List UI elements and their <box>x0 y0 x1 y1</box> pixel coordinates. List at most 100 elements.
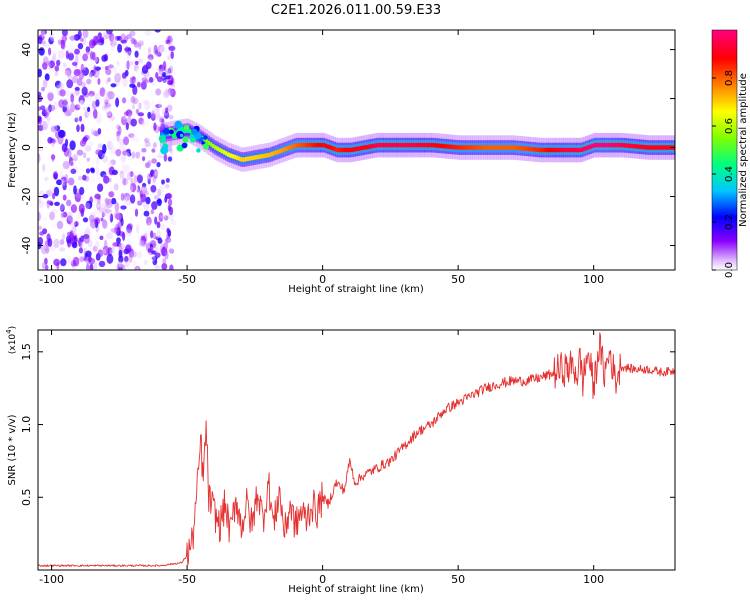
noise-cell <box>153 257 157 263</box>
noise-cell <box>125 238 133 245</box>
noise-cell <box>100 46 104 52</box>
noise-cell <box>52 50 60 56</box>
noise-cell <box>76 212 82 220</box>
ridge-cell <box>270 151 273 157</box>
ridge-cell <box>418 142 421 148</box>
ridge-cell <box>205 139 208 144</box>
x-tick-label: -100 <box>39 573 64 586</box>
noise-cell <box>154 264 161 270</box>
ridge-cell <box>483 145 486 150</box>
ridge-cell <box>285 146 289 151</box>
ridge-cell <box>474 145 477 150</box>
noise-cell <box>84 111 89 118</box>
noise-cell <box>95 56 100 64</box>
noise-cell <box>86 263 90 270</box>
noise-cell <box>94 209 99 215</box>
noise-cell <box>51 138 57 144</box>
ridge-cell <box>300 142 304 148</box>
ridge-cell <box>251 155 254 161</box>
noise-cell <box>64 67 72 77</box>
noise-cell <box>112 39 119 49</box>
noise-cell <box>142 100 150 105</box>
ridge-cell <box>303 142 306 148</box>
noise-cell <box>138 117 144 125</box>
noise-cell <box>69 35 77 41</box>
noise-cell <box>96 116 102 124</box>
noise-cell <box>92 130 99 137</box>
ridge-cell <box>628 143 631 148</box>
noise-cell <box>101 66 105 73</box>
ridge-cell <box>613 142 616 148</box>
noise-cell <box>65 87 70 98</box>
noise-cell <box>101 152 107 162</box>
noise-cell <box>127 184 134 193</box>
noise-cell <box>106 30 113 35</box>
ridge-cell <box>255 155 258 160</box>
y-tick-label: 0.5 <box>20 489 33 507</box>
noise-cell <box>147 173 152 182</box>
noise-cell <box>95 71 101 77</box>
noise-cell <box>155 72 159 79</box>
noise-cell <box>121 97 127 104</box>
noise-cell <box>99 112 103 122</box>
noise-cell <box>164 240 169 249</box>
noise-cell <box>78 71 85 80</box>
noise-cell <box>110 40 117 47</box>
noise-cell <box>63 98 68 108</box>
noise-cell <box>158 212 164 223</box>
noise-cell <box>46 115 52 122</box>
ridge-cell <box>305 142 308 148</box>
noise-cell <box>106 140 111 147</box>
noise-cell <box>129 76 136 85</box>
noise-cell <box>38 47 45 56</box>
noise-cell <box>77 229 85 236</box>
noise-cell <box>92 245 98 252</box>
noise-cell <box>56 220 64 230</box>
noise-cell <box>130 118 137 127</box>
noise-cell <box>38 196 42 204</box>
noise-cell <box>88 214 95 223</box>
noise-cell <box>135 67 140 77</box>
noise-cell <box>159 185 165 193</box>
noise-cell <box>88 39 96 49</box>
noise-cell <box>155 187 159 198</box>
noise-cell <box>40 139 44 144</box>
noise-cell <box>138 43 142 50</box>
ridge-cell <box>502 145 505 150</box>
ridge-cell <box>554 147 557 153</box>
noise-cell <box>167 198 173 207</box>
spectrogram-marks <box>38 30 675 270</box>
ridge-cell <box>376 142 380 148</box>
noise-cell <box>126 99 130 109</box>
noise-cell <box>133 64 139 72</box>
noise-cell <box>121 115 127 126</box>
ridge-cell <box>424 142 427 148</box>
ridge-cell <box>641 144 644 150</box>
noise-cell <box>150 185 157 193</box>
noise-cell <box>169 264 174 270</box>
colorbar-ticks: 0.0 0.2 0.4 0.6 0.8 <box>712 70 735 278</box>
noise-cell <box>85 51 90 56</box>
noise-cell <box>123 196 128 203</box>
noise-cell <box>102 143 107 154</box>
noise-cell <box>141 148 147 153</box>
noise-cell <box>150 230 154 239</box>
noise-cell <box>79 103 83 108</box>
noise-cell <box>69 140 76 151</box>
noise-cell <box>47 88 54 94</box>
ridge-cell <box>209 142 213 147</box>
noise-cell <box>88 93 94 104</box>
ridge-cell <box>467 145 471 150</box>
noise-cell <box>105 106 113 117</box>
noise-cell <box>143 79 149 84</box>
noise-cell <box>154 113 161 121</box>
noise-cell <box>144 230 149 239</box>
x-tick-label: 100 <box>583 273 604 286</box>
noise-cell <box>60 204 65 212</box>
noise-cell <box>72 154 78 162</box>
ridge-cell <box>322 142 325 148</box>
noise-cell <box>165 107 169 114</box>
noise-cell <box>162 80 168 86</box>
noise-cell <box>88 114 95 120</box>
noise-cell <box>165 39 171 45</box>
